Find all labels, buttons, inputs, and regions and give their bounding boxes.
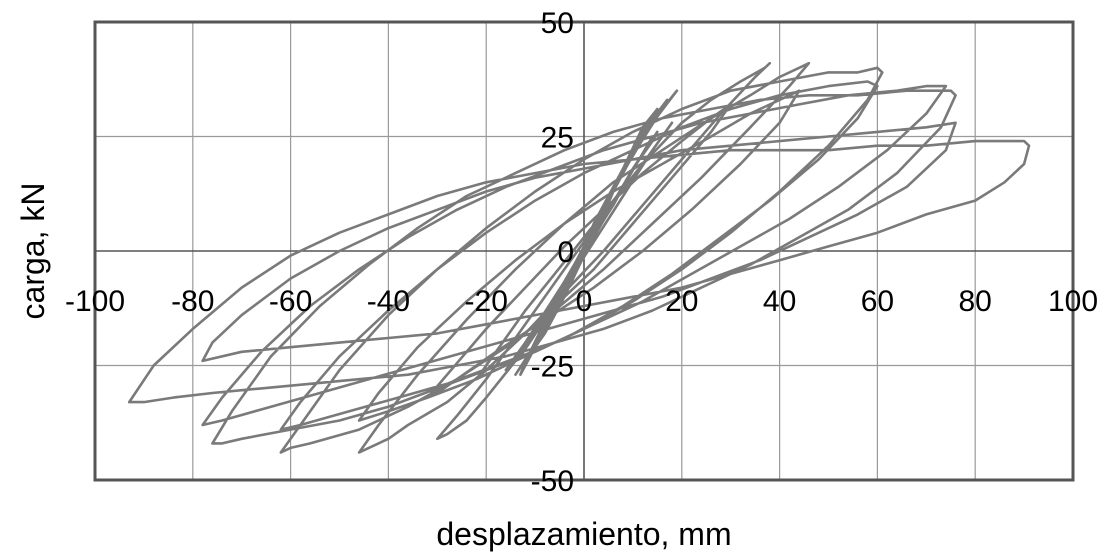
y-tick-label: 25 [541, 122, 574, 155]
y-tick-label: 0 [557, 236, 574, 269]
x-tick-label: -60 [269, 285, 312, 318]
x-tick-label: 0 [576, 285, 593, 318]
hysteresis-curve [127, 61, 1031, 454]
y-axis-title: carga, kN [15, 183, 51, 320]
plot-frame [93, 20, 1075, 482]
x-tick-label: 100 [1048, 285, 1098, 318]
y-tick-label: 50 [541, 7, 574, 40]
x-tick-label: 20 [665, 285, 698, 318]
x-axis-title: desplazamiento, mm [436, 516, 731, 552]
x-tick-label: -100 [65, 285, 125, 318]
x-tick-label: -20 [465, 285, 508, 318]
x-tick-label: -80 [171, 285, 214, 318]
x-tick-label: -40 [367, 285, 410, 318]
y-tick-labels: -50 -25 0 25 50 [531, 7, 574, 498]
x-tick-label: 40 [763, 285, 796, 318]
x-tick-label: 80 [959, 285, 992, 318]
x-tick-labels: -100 -80 -60 -40 -20 0 20 40 60 80 100 [65, 285, 1098, 318]
y-tick-label: -25 [531, 351, 574, 384]
x-tick-label: 60 [861, 285, 894, 318]
y-tick-label: -50 [531, 465, 574, 498]
data-series-group [127, 61, 1031, 454]
